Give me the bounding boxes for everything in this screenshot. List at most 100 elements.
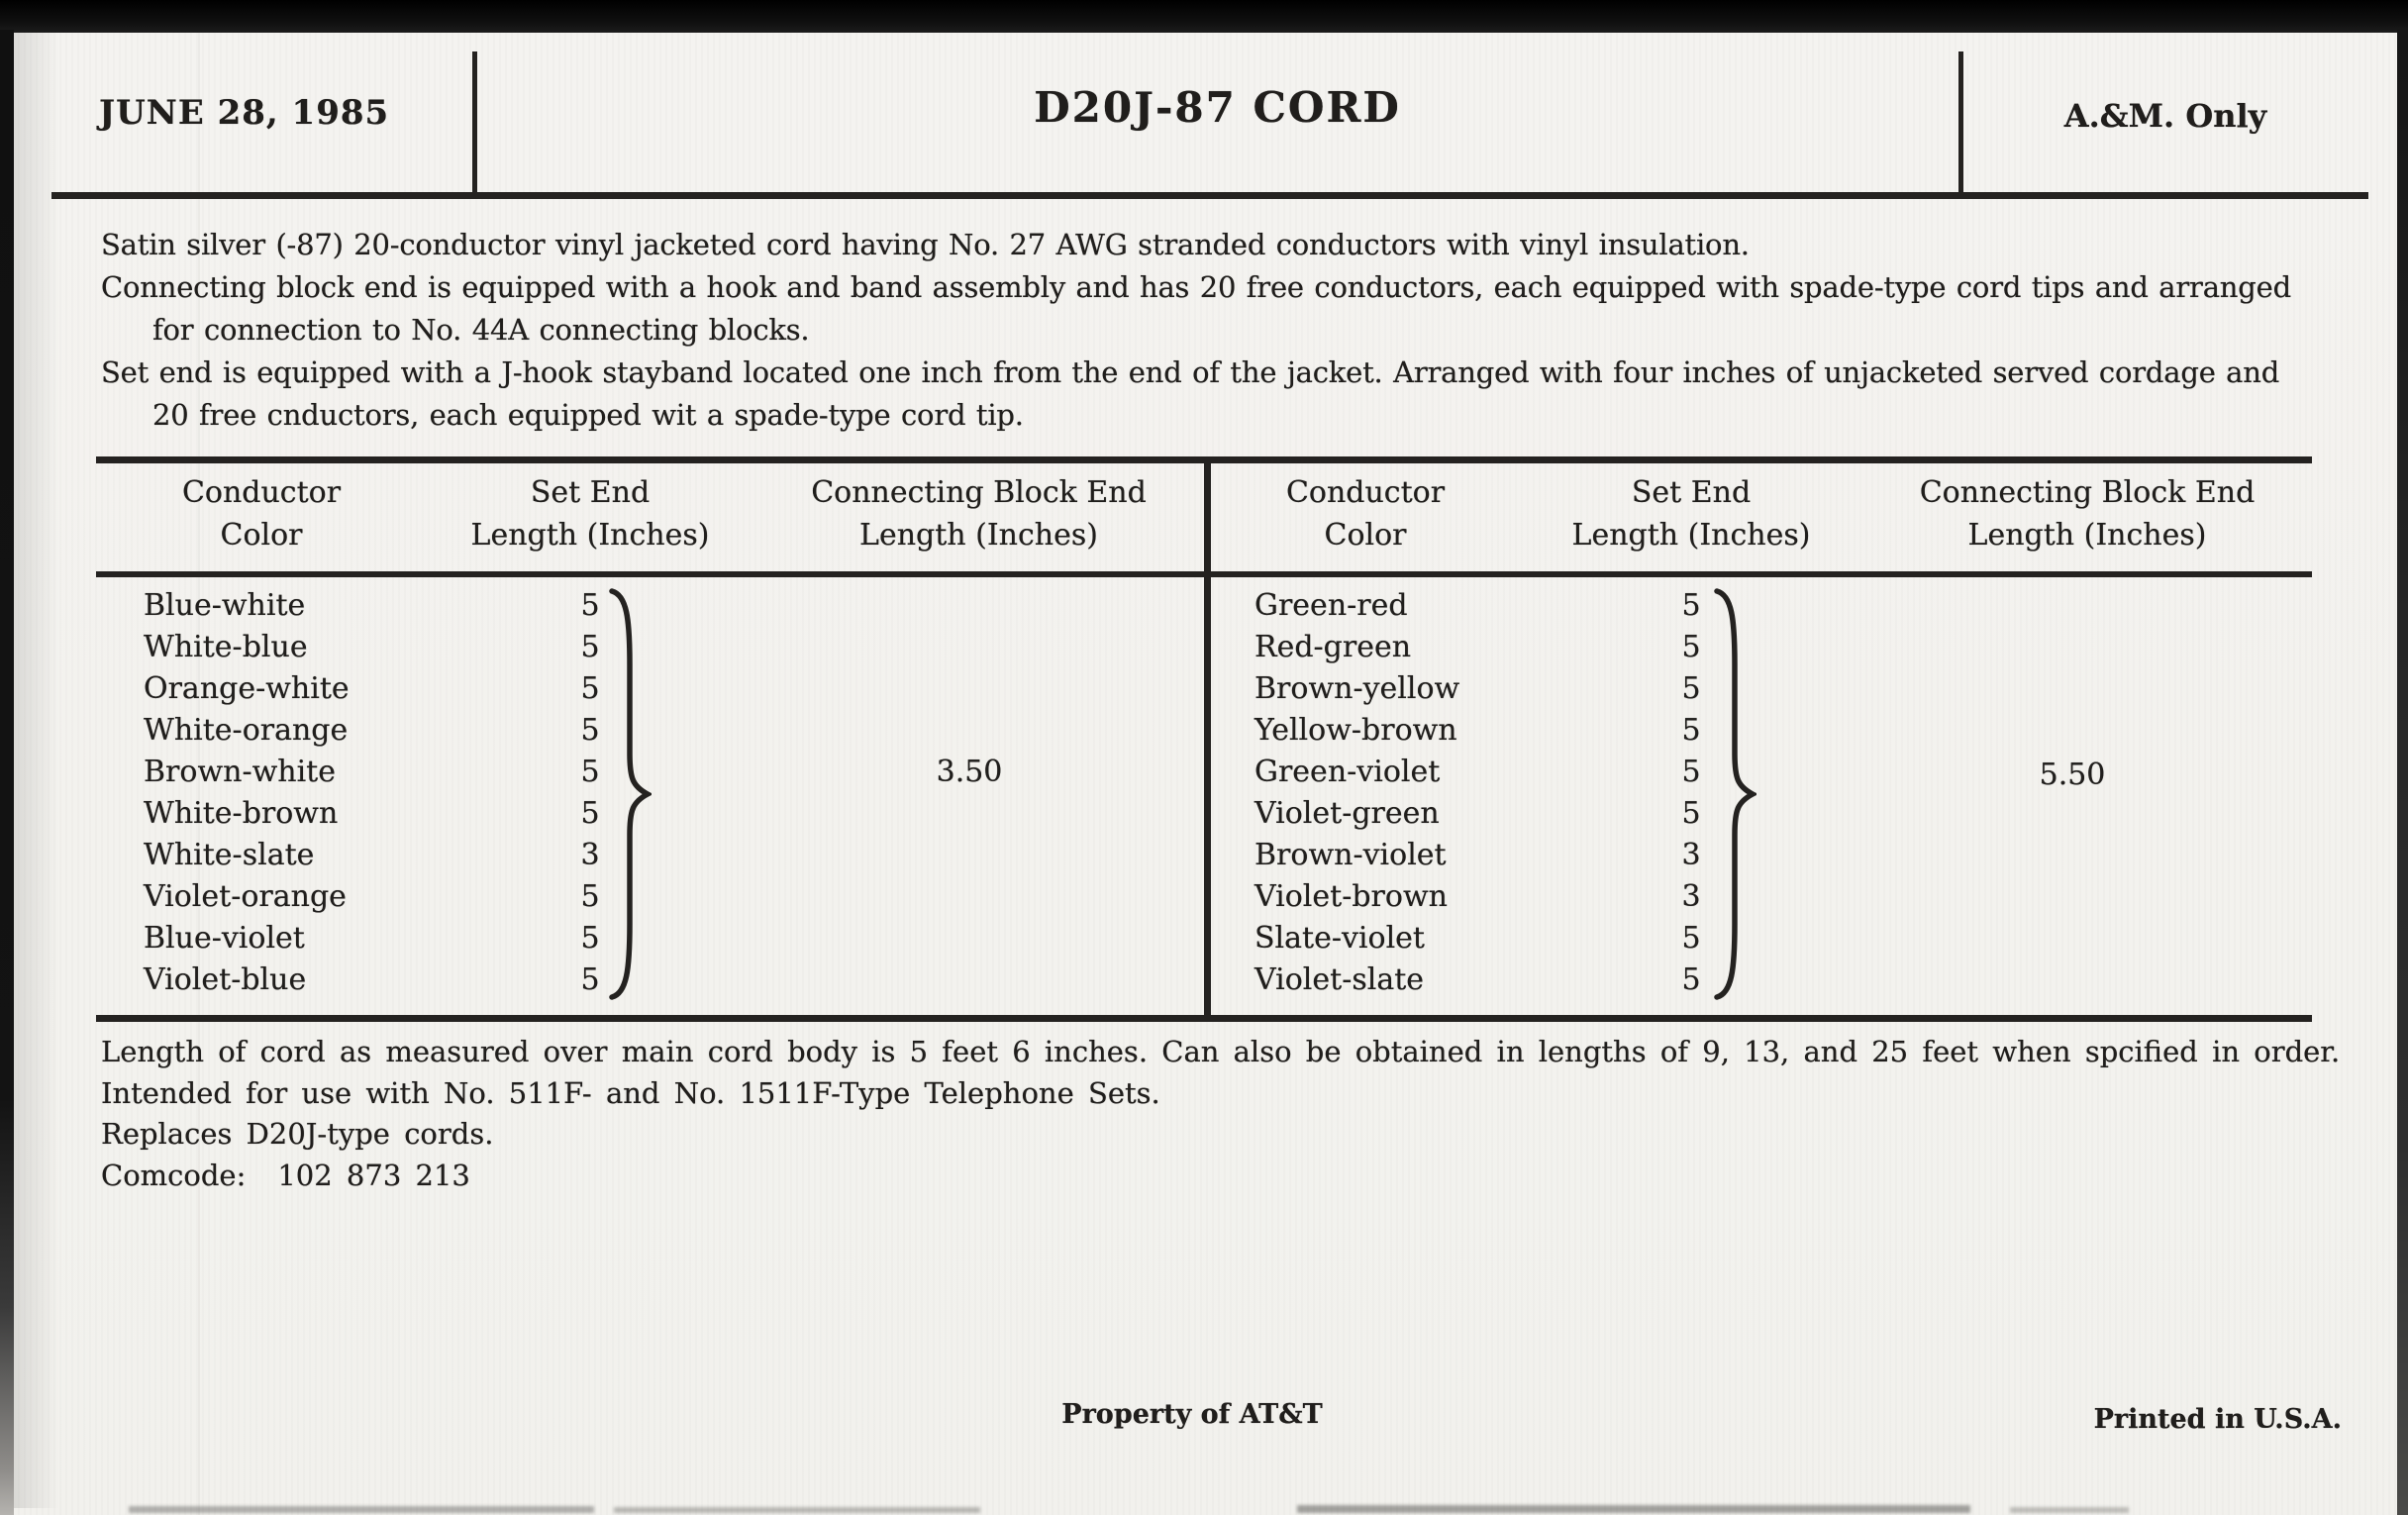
column-header-conductor-color: Conductor Color	[1285, 475, 1446, 553]
conductor-color-cell: Blue-violet	[144, 921, 305, 956]
set-end-length-cell: 3	[580, 838, 600, 872]
table-row: Red-green 5	[1211, 627, 2312, 668]
set-end-length-cell: 5	[1681, 713, 1701, 748]
conductor-color-cell: Violet-slate	[1254, 962, 1425, 997]
set-end-length-cell: 5	[1681, 588, 1701, 623]
table-row: Violet-blue 5	[96, 960, 1204, 1001]
grouping-brace-left	[609, 588, 652, 1000]
conductor-color-cell: Red-green	[1254, 630, 1412, 664]
conductor-color-cell: Yellow-brown	[1254, 713, 1457, 748]
table-row: Violet-orange 5	[96, 876, 1204, 918]
set-end-length-cell: 3	[1681, 838, 1701, 872]
notes-lines: Length of cord as measured over main cor…	[101, 1032, 2378, 1156]
scan-right-edge-strip	[2397, 30, 2408, 1515]
text-line: Connecting block end is equipped with a …	[101, 270, 2291, 304]
table-header-right: Conductor Color Set End Length (Inches) Co…	[1211, 463, 2312, 579]
table-row: White-orange 5	[96, 710, 1204, 752]
text-line: 20 free cnductors, each equipped wit a s…	[152, 398, 1024, 432]
conductor-color-cell: Violet-green	[1254, 796, 1440, 831]
set-end-length-cell: 5	[580, 921, 600, 956]
conductor-color-cell: Green-red	[1254, 588, 1408, 623]
table-row: Yellow-brown 5	[1211, 710, 2312, 752]
set-end-length-cell: 3	[1681, 879, 1701, 914]
conductor-length-table: Conductor Color Set End Length (Inches) Co…	[96, 456, 2312, 1022]
conductor-color-cell: Brown-yellow	[1254, 671, 1460, 706]
table-row: Green-red 5	[1211, 585, 2312, 627]
conductor-color-cell: Blue-white	[144, 588, 306, 623]
document-date: JUNE 28, 1985	[99, 93, 390, 133]
set-end-length-cell: 5	[580, 962, 600, 997]
column-header-connecting-block-end: Connecting Block End Length (Inches)	[1919, 475, 2256, 553]
text-line: for connection to No. 44A connecting blo…	[152, 313, 810, 347]
set-end-length-cell: 5	[580, 630, 600, 664]
conductor-color-cell: Violet-brown	[1254, 879, 1448, 914]
table-row: White-slate 3	[96, 835, 1204, 876]
connecting-block-end-value-right: 5.50	[2039, 758, 2106, 792]
scan-left-edge-strip	[0, 30, 14, 1515]
conductor-color-cell: White-blue	[144, 630, 308, 664]
paper-left-shading	[14, 33, 59, 1508]
table-row: White-blue 5	[96, 627, 1204, 668]
table-row: White-brown 5	[96, 793, 1204, 835]
conductor-color-cell: Orange-white	[144, 671, 350, 706]
set-end-length-cell: 5	[1681, 962, 1701, 997]
classification-label: A.&M. Only	[2063, 97, 2267, 135]
set-end-length-cell: 5	[1681, 630, 1701, 664]
description-paragraphs: Satin silver (-87) 20-conductor vinyl ja…	[101, 224, 2378, 437]
comcode-line: Comcode: 102 873 213	[101, 1156, 2378, 1197]
conductor-color-cell: Brown-white	[144, 755, 336, 789]
scan-bottom-smudge	[1297, 1505, 1970, 1513]
page-title: D20J-87 CORD	[1034, 83, 1401, 132]
conductor-color-cell: Green-violet	[1254, 755, 1441, 789]
text-line: Satin silver (-87) 20-conductor vinyl ja…	[101, 228, 1750, 261]
table-body-left: Blue-white 5 White-blue 5 Orange-white 5 White…	[96, 577, 1204, 1001]
table-row: Violet-green 5	[1211, 793, 2312, 835]
column-header-set-end: Set End Length (Inches)	[470, 475, 710, 553]
set-end-length-cell: 5	[580, 879, 600, 914]
conductor-color-cell: White-orange	[144, 713, 349, 748]
table-row: Blue-violet 5	[96, 918, 1204, 960]
comcode-value: 102 873 213	[277, 1158, 470, 1192]
table-row: Brown-yellow 5	[1211, 668, 2312, 710]
conductor-color-cell: White-slate	[144, 838, 315, 872]
text-line: Intended for use with No. 511F- and No. …	[101, 1075, 1160, 1110]
printed-in-usa-notice: Printed in U.S.A.	[2093, 1404, 2342, 1435]
column-header-connecting-block-end: Connecting Block End Length (Inches)	[811, 475, 1147, 553]
conductor-color-cell: Brown-violet	[1254, 838, 1447, 872]
set-end-length-cell: 5	[1681, 755, 1701, 789]
comcode-label: Comcode:	[101, 1158, 247, 1192]
set-end-length-cell: 5	[580, 588, 600, 623]
set-end-length-cell: 5	[1681, 921, 1701, 956]
scan-bottom-smudge	[2010, 1507, 2129, 1513]
set-end-length-cell: 5	[580, 671, 600, 706]
table-row: Blue-white 5	[96, 585, 1204, 627]
table-row: Violet-brown 3	[1211, 876, 2312, 918]
conductor-color-cell: White-brown	[144, 796, 339, 831]
text-line: Length of cord as measured over main cor…	[101, 1035, 2341, 1068]
text-line: Replaces D20J-type cords.	[101, 1117, 494, 1151]
grouping-brace-right	[1714, 588, 1756, 1000]
scan-bottom-smudge	[129, 1506, 594, 1513]
table-body-right: Green-red 5 Red-green 5 Brown-yellow 5 Yellow-…	[1211, 577, 2312, 1001]
notes-block: Length of cord as measured over main cor…	[101, 1032, 2378, 1196]
text-line: Set end is equipped with a J-hook stayba…	[101, 355, 2280, 389]
conductor-color-cell: Slate-violet	[1254, 921, 1425, 956]
table-row: Brown-violet 3	[1211, 835, 2312, 876]
scan-top-black-bar	[0, 0, 2408, 33]
conductor-color-cell: Violet-blue	[144, 962, 307, 997]
header-rule	[51, 192, 2368, 199]
set-end-length-cell: 5	[580, 713, 600, 748]
scan-bottom-smudge	[614, 1507, 980, 1513]
table-row: Slate-violet 5	[1211, 918, 2312, 960]
table-row: Green-violet 5	[1211, 752, 2312, 793]
property-notice: Property of AT&T	[1061, 1399, 1323, 1430]
header-divider-left	[472, 51, 477, 196]
set-end-length-cell: 5	[1681, 796, 1701, 831]
conductor-color-cell: Violet-orange	[144, 879, 347, 914]
set-end-length-cell: 5	[1681, 671, 1701, 706]
table-row: Violet-slate 5	[1211, 960, 2312, 1001]
table-row: Brown-white 5	[96, 752, 1204, 793]
table-row: Orange-white 5	[96, 668, 1204, 710]
table-header-left: Conductor Color Set End Length (Inches) Co…	[96, 463, 1204, 579]
connecting-block-end-value-left: 3.50	[936, 755, 1003, 789]
